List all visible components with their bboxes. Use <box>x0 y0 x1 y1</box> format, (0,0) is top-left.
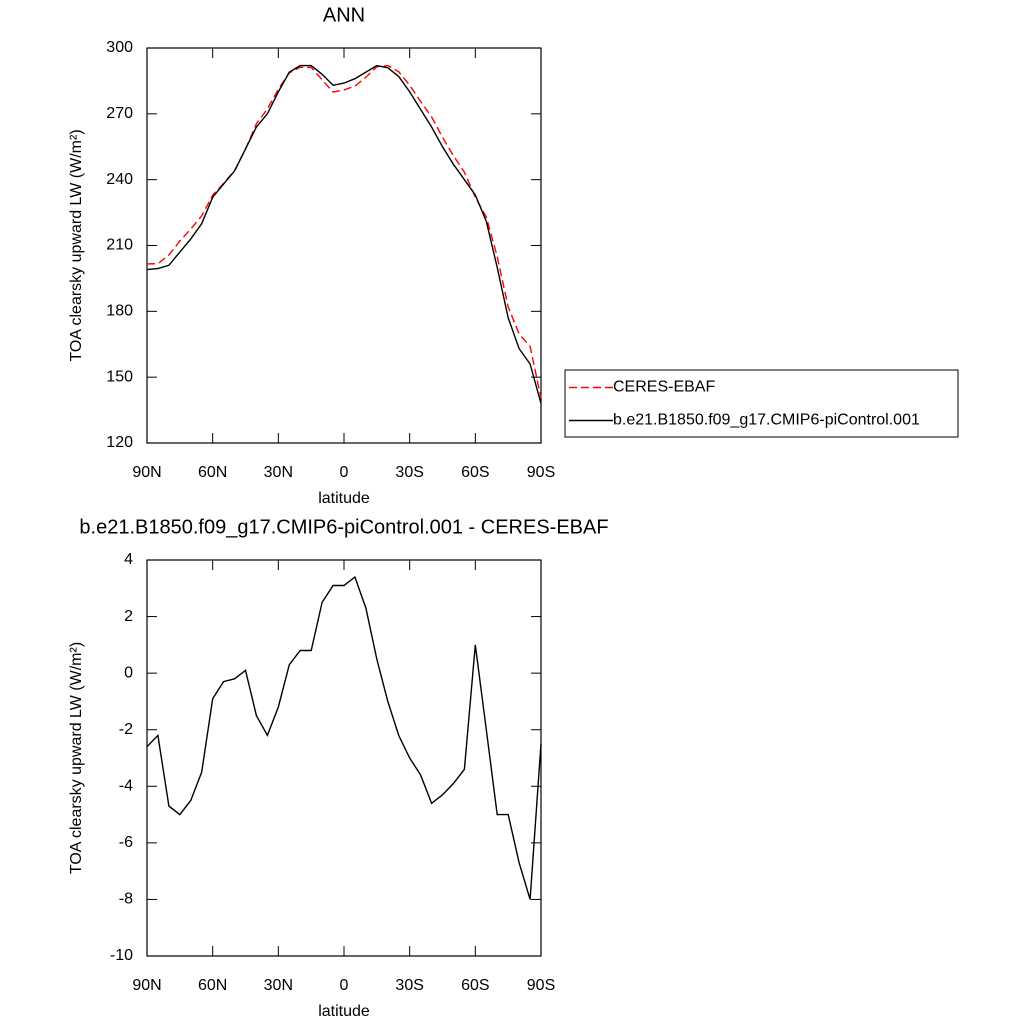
x-tick-label: 30S <box>395 464 423 481</box>
chart-title: ANN <box>323 4 365 26</box>
x-tick-label: 60S <box>461 977 489 994</box>
y-tick-label: -4 <box>119 778 133 795</box>
x-tick-label: 30S <box>395 977 423 994</box>
legend-label: CERES-EBAF <box>613 379 715 396</box>
y-tick-label: 0 <box>124 664 133 681</box>
y-tick-label: 150 <box>106 368 133 385</box>
y-tick-label: 180 <box>106 303 133 320</box>
y-axis-label: TOA clearsky upward LW (W/m²) <box>68 129 85 361</box>
data-line <box>146 64 542 404</box>
x-tick-label: 60S <box>461 464 489 481</box>
plot-frame <box>146 47 542 444</box>
x-tick-label: 60N <box>198 977 227 994</box>
x-tick-label: 0 <box>340 977 349 994</box>
data-line <box>146 64 542 399</box>
x-tick-label: 90N <box>132 977 161 994</box>
plot-frame <box>146 559 542 957</box>
x-tick-label: 30N <box>264 464 293 481</box>
y-tick-label: -10 <box>110 947 133 964</box>
y-tick-label: 210 <box>106 237 133 254</box>
y-tick-label: 120 <box>106 434 133 451</box>
y-tick-label: 240 <box>106 171 133 188</box>
legend-label: b.e21.B1850.f09_g17.CMIP6-piControl.001 <box>613 412 920 429</box>
legend-box <box>564 369 959 438</box>
y-tick-label: -8 <box>119 891 133 908</box>
y-tick-label: 300 <box>106 39 133 56</box>
y-axis-label: TOA clearsky upward LW (W/m²) <box>68 642 85 874</box>
x-tick-label: 90N <box>132 464 161 481</box>
x-tick-label: 30N <box>264 977 293 994</box>
x-tick-label: 60N <box>198 464 227 481</box>
x-axis-label: latitude <box>318 1003 370 1020</box>
data-line <box>146 575 542 900</box>
y-tick-label: -2 <box>119 721 133 738</box>
y-tick-label: 4 <box>124 551 133 568</box>
chart-title: b.e21.B1850.f09_g17.CMIP6-piControl.001 … <box>79 516 608 538</box>
x-tick-label: 90S <box>527 464 555 481</box>
x-tick-label: 90S <box>527 977 555 994</box>
x-tick-label: 0 <box>340 464 349 481</box>
y-tick-label: -6 <box>119 834 133 851</box>
y-tick-label: 2 <box>124 608 133 625</box>
y-tick-label: 270 <box>106 105 133 122</box>
x-axis-label: latitude <box>318 490 370 507</box>
